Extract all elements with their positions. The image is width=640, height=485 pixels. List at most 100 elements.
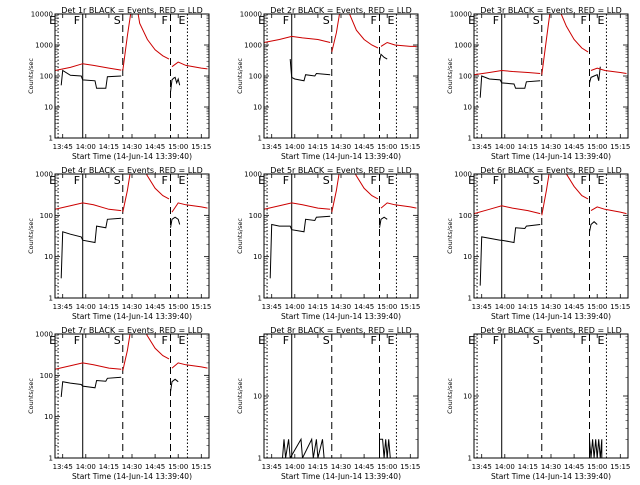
x-tick-label: 14:00 bbox=[76, 303, 96, 311]
y-tick-label: 1000 bbox=[244, 171, 262, 179]
x-tick-label: 14:30 bbox=[541, 463, 561, 471]
x-tick-label: 15:00 bbox=[377, 463, 397, 471]
x-tick-label: 14:30 bbox=[122, 463, 142, 471]
marker-label: E bbox=[468, 334, 475, 347]
x-axis-label: Start Time (14-Jun-14 13:39:40) bbox=[491, 152, 611, 161]
series-events-line bbox=[379, 438, 391, 458]
y-tick-label: 1 bbox=[258, 135, 262, 143]
series-lld-line bbox=[590, 67, 627, 74]
y-tick-label: 10000 bbox=[450, 11, 472, 19]
series-lld-line bbox=[590, 206, 627, 215]
x-tick-label: 15:00 bbox=[377, 303, 397, 311]
y-tick-label: 1 bbox=[468, 135, 472, 143]
x-tick-label: 15:15 bbox=[400, 303, 420, 311]
x-tick-label: 14:15 bbox=[518, 143, 538, 151]
y-tick-label: 10000 bbox=[240, 11, 262, 19]
detector-panel-7: Det 7r BLACK = Events, RED = LLD Counts/s… bbox=[27, 326, 211, 481]
x-tick-label: 15:00 bbox=[377, 143, 397, 151]
marker-label: E bbox=[258, 174, 265, 187]
x-tick-label: 14:45 bbox=[564, 143, 584, 151]
x-tick-label: 14:30 bbox=[541, 143, 561, 151]
x-tick-label: 15:00 bbox=[168, 463, 188, 471]
marker-label: F bbox=[493, 174, 499, 187]
series-lld-line bbox=[55, 63, 122, 71]
x-axis-label: Start Time (14-Jun-14 13:39:40) bbox=[72, 152, 192, 161]
y-tick-label: 10 bbox=[463, 253, 472, 261]
series-events-line bbox=[589, 439, 603, 458]
marker-label: F bbox=[493, 334, 499, 347]
panel-title: Det 7r BLACK = Events, RED = LLD bbox=[61, 326, 203, 335]
marker-label: E bbox=[387, 174, 394, 187]
series-events-line bbox=[60, 376, 122, 397]
marker-label: F bbox=[371, 174, 377, 187]
series-lld-line bbox=[122, 174, 131, 213]
marker-label: E bbox=[387, 334, 394, 347]
marker-label: E bbox=[387, 14, 394, 27]
y-tick-label: 1 bbox=[49, 455, 53, 463]
x-tick-label: 14:15 bbox=[308, 143, 328, 151]
x-tick-label: 15:15 bbox=[400, 143, 420, 151]
x-tick-label: 14:15 bbox=[518, 463, 538, 471]
series-events-line bbox=[479, 75, 541, 98]
x-tick-label: 15:00 bbox=[168, 143, 188, 151]
x-tick-label: 14:45 bbox=[354, 303, 374, 311]
y-tick-label: 100 bbox=[40, 372, 53, 380]
y-tick-label: 1000 bbox=[35, 331, 53, 339]
x-axis-label: Start Time (14-Jun-14 13:39:40) bbox=[491, 312, 611, 321]
y-tick-label: 1000 bbox=[454, 42, 472, 50]
marker-label: S bbox=[114, 174, 121, 187]
marker-label: E bbox=[178, 174, 185, 187]
marker-label: E bbox=[49, 334, 56, 347]
y-tick-label: 1 bbox=[49, 295, 53, 303]
x-axis-label: Start Time (14-Jun-14 13:39:40) bbox=[281, 312, 401, 321]
y-tick-label: 1000 bbox=[35, 171, 53, 179]
plot-frame bbox=[263, 173, 419, 299]
y-axis-label: Counts/sec bbox=[27, 58, 35, 94]
x-tick-label: 13:45 bbox=[472, 143, 492, 151]
series-events-line bbox=[282, 437, 325, 458]
marker-label: S bbox=[114, 14, 121, 27]
plot-frame bbox=[473, 173, 629, 299]
series-events-line bbox=[289, 59, 331, 82]
series-lld-line bbox=[380, 41, 417, 47]
marker-label: E bbox=[49, 14, 56, 27]
x-tick-label: 14:15 bbox=[518, 303, 538, 311]
x-tick-label: 13:45 bbox=[53, 303, 73, 311]
x-tick-label: 15:15 bbox=[191, 463, 211, 471]
marker-label: S bbox=[323, 334, 330, 347]
y-tick-label: 10 bbox=[44, 104, 53, 112]
x-tick-label: 14:00 bbox=[285, 303, 305, 311]
marker-label: F bbox=[493, 14, 499, 27]
series-lld-line bbox=[348, 14, 379, 49]
series-lld-line bbox=[474, 69, 541, 76]
x-axis-label: Start Time (14-Jun-14 13:39:40) bbox=[72, 312, 192, 321]
x-tick-label: 15:15 bbox=[610, 143, 630, 151]
marker-label: F bbox=[371, 14, 377, 27]
series-lld-line bbox=[137, 14, 170, 60]
x-tick-label: 14:30 bbox=[331, 463, 351, 471]
series-lld-line bbox=[474, 205, 541, 215]
y-tick-label: 1000 bbox=[454, 171, 472, 179]
series-events-line bbox=[379, 53, 388, 62]
detector-panel-4: Det 4r BLACK = Events, RED = LLD Counts/s… bbox=[27, 166, 211, 321]
series-events-line bbox=[60, 217, 122, 279]
x-tick-label: 15:15 bbox=[400, 463, 420, 471]
series-lld-line bbox=[55, 362, 122, 370]
x-tick-label: 13:45 bbox=[472, 303, 492, 311]
plot-frame bbox=[473, 13, 629, 139]
x-tick-label: 15:15 bbox=[610, 463, 630, 471]
marker-label: F bbox=[581, 334, 587, 347]
marker-label: S bbox=[533, 14, 540, 27]
x-tick-label: 14:45 bbox=[145, 143, 165, 151]
x-tick-label: 14:15 bbox=[99, 143, 119, 151]
y-tick-label: 100 bbox=[40, 212, 53, 220]
x-tick-label: 14:45 bbox=[564, 463, 584, 471]
marker-label: F bbox=[74, 174, 80, 187]
series-lld-line bbox=[55, 202, 122, 212]
y-tick-label: 1 bbox=[468, 295, 472, 303]
y-axis-label: Counts/sec bbox=[27, 378, 35, 414]
plot-frame bbox=[54, 13, 210, 139]
marker-label: F bbox=[74, 14, 80, 27]
marker-label: S bbox=[323, 14, 330, 27]
